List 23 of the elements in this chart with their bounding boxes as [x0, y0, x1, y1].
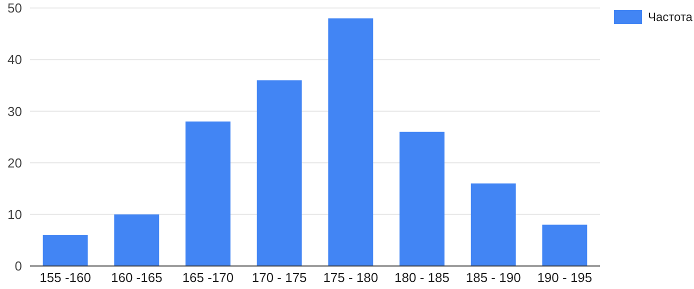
x-tick-label: 155 -160	[40, 270, 91, 285]
x-tick-label: 190 - 195	[537, 270, 592, 285]
bar	[542, 224, 588, 266]
bar	[470, 183, 516, 266]
x-tick-label: 160 -165	[110, 270, 162, 285]
bar	[256, 80, 302, 266]
legend-label: Частота	[648, 10, 693, 24]
y-tick-label: 30	[8, 104, 22, 119]
bar	[42, 235, 88, 266]
x-tick-label: 180 - 185	[394, 270, 450, 285]
x-tick-label: 175 - 180	[323, 270, 378, 285]
y-tick-label: 20	[8, 155, 22, 170]
x-tick-label: 165 -170	[182, 270, 234, 285]
y-tick-label: 10	[8, 206, 22, 222]
x-tick-label: 170 - 175	[252, 270, 307, 285]
y-tick-label: 40	[8, 52, 22, 68]
x-tick-label: 185 - 190	[466, 270, 521, 285]
y-tick-label: 50	[8, 0, 22, 16]
bar	[114, 214, 160, 266]
bar	[400, 132, 444, 266]
bar	[328, 18, 374, 266]
bar	[186, 122, 230, 266]
y-tick-label: 0	[14, 258, 22, 274]
